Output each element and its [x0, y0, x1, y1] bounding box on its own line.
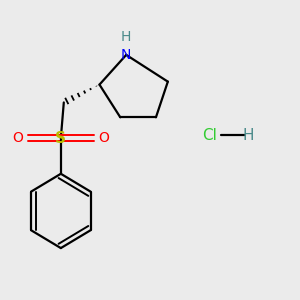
Text: Cl: Cl — [202, 128, 217, 142]
Text: H: H — [121, 30, 131, 44]
Text: H: H — [242, 128, 254, 142]
Text: O: O — [12, 131, 23, 145]
Text: O: O — [98, 131, 110, 145]
Text: S: S — [55, 130, 66, 146]
Text: N: N — [121, 48, 131, 62]
